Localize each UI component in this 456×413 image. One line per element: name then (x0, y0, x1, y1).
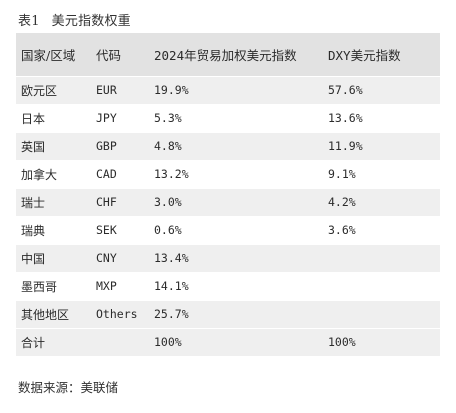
cell-region: 加拿大 (21, 167, 58, 182)
table-total-row: 合计 100% 100% (16, 328, 440, 356)
cell-dxy-weight: 11.9% (328, 139, 363, 153)
table-row: 欧元区 EUR 19.9% 57.6% (16, 76, 440, 104)
table-row: 瑞士 CHF 3.0% 4.2% (16, 188, 440, 216)
table-row: 中国 CNY 13.4% (16, 244, 440, 272)
cell-code: SEK (96, 223, 117, 237)
cell-region: 其他地区 (21, 307, 70, 322)
cell-code: CNY (96, 251, 117, 265)
cell-dxy-weight: 100% (328, 335, 356, 350)
cell-region: 欧元区 (21, 83, 58, 98)
cell-trade-weight: 5.3% (154, 111, 182, 125)
cell-region: 英国 (21, 139, 46, 154)
header-trade-weighted-index: 2024年贸易加权美元指数 (154, 47, 297, 63)
cell-trade-weight: 14.1% (154, 279, 189, 293)
cell-code: CAD (96, 167, 117, 181)
cell-code: Others (96, 307, 138, 321)
table-title: 美元指数权重 (51, 14, 131, 29)
cell-dxy-weight: 4.2% (328, 195, 356, 209)
cell-trade-weight: 4.8% (154, 139, 182, 153)
table-row: 英国 GBP 4.8% 11.9% (16, 132, 440, 160)
cell-dxy-weight: 9.1% (328, 167, 356, 181)
header-code: 代码 (96, 47, 122, 63)
header-region: 国家/区域 (21, 47, 76, 63)
cell-code: GBP (96, 139, 117, 153)
cell-trade-weight: 100% (154, 335, 182, 350)
cell-region: 中国 (21, 251, 46, 266)
table-row: 墨西哥 MXP 14.1% (16, 272, 440, 300)
cell-region: 瑞士 (21, 195, 46, 210)
cell-region: 瑞典 (21, 223, 46, 238)
cell-trade-weight: 19.9% (154, 83, 189, 97)
table-row: 瑞典 SEK 0.6% 3.6% (16, 216, 440, 244)
table-number: 表1 (18, 14, 40, 29)
table-header-row: 国家/区域 代码 2024年贸易加权美元指数 DXY美元指数 (16, 33, 440, 76)
cell-trade-weight: 13.2% (154, 167, 189, 181)
cell-code: JPY (96, 111, 117, 125)
cell-code: MXP (96, 279, 117, 293)
cell-trade-weight: 13.4% (154, 251, 189, 265)
cell-region: 合计 (21, 335, 46, 350)
cell-dxy-weight (323, 244, 440, 272)
cell-dxy-weight: 57.6% (328, 83, 363, 97)
header-dxy-index: DXY美元指数 (328, 47, 401, 63)
cell-dxy-weight (323, 272, 440, 300)
table-row: 日本 JPY 5.3% 13.6% (16, 104, 440, 132)
cell-trade-weight: 0.6% (154, 223, 182, 237)
cell-code: CHF (96, 195, 117, 209)
table-row: 其他地区 Others 25.7% (16, 300, 440, 328)
table-caption: 表1 美元指数权重 (18, 10, 131, 29)
cell-dxy-weight (323, 300, 440, 328)
cell-code: EUR (96, 83, 117, 97)
weights-table: 国家/区域 代码 2024年贸易加权美元指数 DXY美元指数 欧元区 EUR 1… (16, 33, 440, 356)
cell-trade-weight: 25.7% (154, 307, 189, 321)
cell-dxy-weight: 3.6% (328, 223, 356, 237)
cell-region: 日本 (21, 111, 46, 126)
table-row: 加拿大 CAD 13.2% 9.1% (16, 160, 440, 188)
cell-dxy-weight: 13.6% (328, 111, 363, 125)
cell-code (91, 328, 149, 356)
cell-trade-weight: 3.0% (154, 195, 182, 209)
cell-region: 墨西哥 (21, 279, 58, 294)
data-source-note: 数据来源：美联储 (18, 380, 119, 395)
